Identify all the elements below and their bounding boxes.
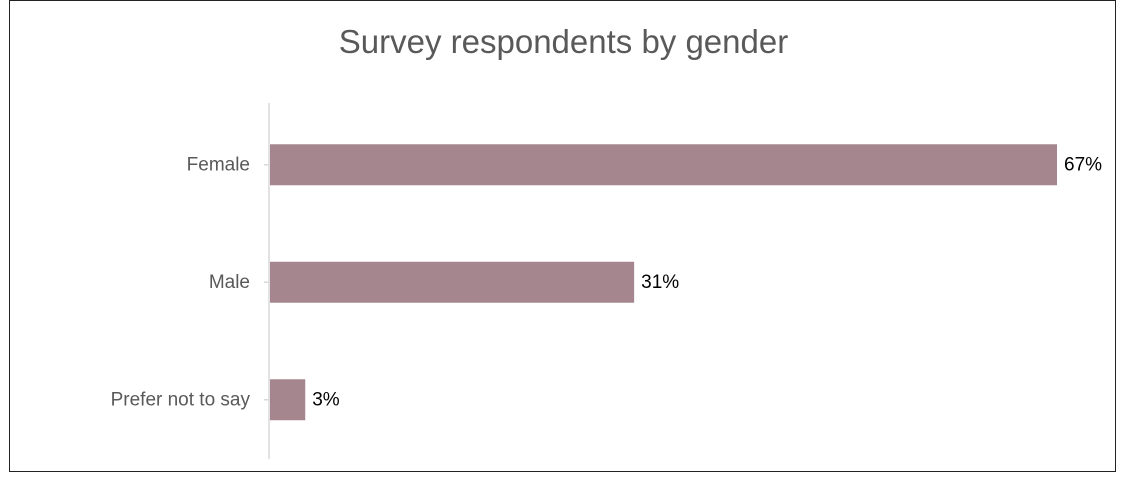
bar xyxy=(270,379,306,421)
category-label: Male xyxy=(209,272,250,293)
category-label: Female xyxy=(187,154,250,175)
chart-title: Survey respondents by gender xyxy=(338,23,789,60)
data-label: 3% xyxy=(312,389,340,410)
bar xyxy=(270,261,635,303)
chart-frame: Survey respondents by gender Female 67% Ma… xyxy=(9,0,1116,472)
bar xyxy=(270,144,1057,186)
data-label: 31% xyxy=(641,272,679,293)
bar-chart-plot: Female 67% Male 31% Prefer not to say 3% xyxy=(111,103,1102,459)
category-label: Prefer not to say xyxy=(111,389,251,410)
data-label: 67% xyxy=(1064,154,1102,175)
